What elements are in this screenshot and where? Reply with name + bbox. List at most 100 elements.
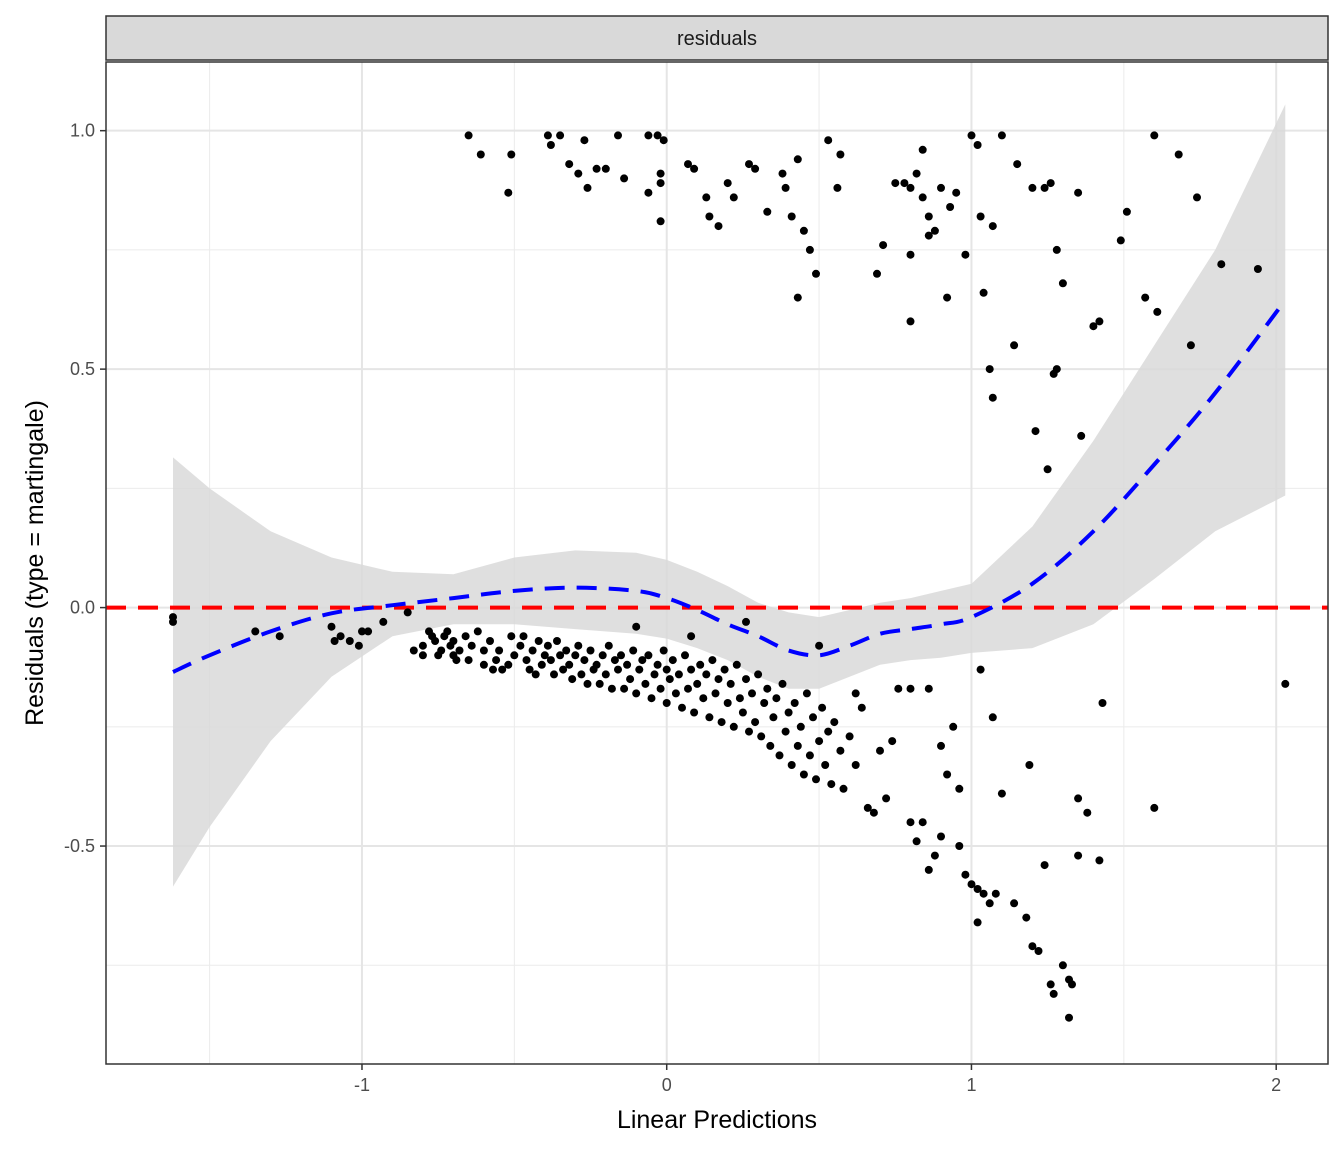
data-point [614, 665, 622, 674]
data-point [540, 651, 549, 660]
data-point [620, 684, 629, 693]
data-point [504, 660, 513, 669]
data-point [906, 684, 915, 693]
data-point [1046, 980, 1055, 989]
data-point [620, 174, 629, 183]
data-point [583, 679, 592, 688]
data-point [735, 694, 744, 703]
data-point [818, 703, 827, 712]
data-point [784, 708, 793, 717]
data-point [918, 818, 927, 827]
data-point [580, 136, 589, 145]
data-point [418, 641, 427, 650]
data-point [912, 169, 921, 178]
data-point [1281, 679, 1290, 688]
data-point [1186, 341, 1195, 350]
data-point [684, 684, 692, 693]
data-point [1040, 861, 1049, 870]
data-point [492, 656, 501, 665]
data-point [476, 150, 485, 159]
data-point [623, 660, 632, 669]
residual-points [169, 131, 1290, 1022]
data-point [550, 670, 558, 679]
data-point [486, 637, 494, 645]
data-point [473, 627, 482, 636]
data-point [1049, 989, 1058, 998]
data-point [1083, 808, 1092, 817]
data-point [556, 651, 565, 660]
data-point [973, 918, 982, 927]
data-point [364, 627, 373, 636]
data-point [1122, 207, 1131, 216]
data-point [991, 889, 1000, 898]
data-point [507, 150, 516, 159]
data-point [464, 131, 473, 140]
data-point [723, 179, 732, 188]
data-point [732, 660, 741, 669]
data-point [766, 741, 775, 750]
data-point [726, 679, 735, 688]
data-point [809, 713, 817, 722]
data-point [467, 641, 476, 650]
data-point [690, 164, 699, 173]
data-point [607, 684, 616, 693]
data-point [638, 656, 647, 665]
data-point [275, 632, 284, 641]
data-point [443, 627, 452, 636]
data-point [668, 656, 677, 665]
data-point [358, 627, 366, 636]
data-point [644, 188, 653, 197]
data-point [626, 675, 635, 684]
data-point [967, 880, 976, 889]
data-point [757, 732, 766, 741]
data-point [586, 646, 595, 655]
data-point [693, 679, 702, 688]
data-point [1074, 188, 1083, 197]
data-point [729, 722, 738, 731]
data-point [1052, 245, 1061, 254]
data-point [812, 775, 820, 784]
confidence-ribbon [173, 104, 1286, 887]
data-point [681, 651, 689, 660]
data-point [937, 183, 945, 192]
data-point [507, 632, 516, 641]
data-point [979, 889, 988, 898]
data-point [869, 808, 878, 817]
data-point [946, 203, 955, 211]
data-point [1025, 761, 1034, 769]
data-point [1058, 279, 1067, 288]
data-point [955, 842, 964, 850]
data-point [973, 885, 982, 893]
data-point [894, 684, 903, 693]
x-tick-label: 0 [662, 1075, 672, 1095]
data-point [699, 694, 708, 703]
data-point [1010, 899, 1019, 908]
data-point [836, 746, 845, 755]
data-point [635, 665, 644, 674]
data-point [888, 737, 897, 746]
data-point [745, 160, 753, 169]
data-point [495, 646, 504, 655]
data-point [479, 646, 488, 655]
data-point [943, 770, 952, 779]
data-point [1022, 913, 1031, 922]
data-point [851, 761, 860, 769]
data-point [650, 670, 659, 679]
data-point [656, 169, 665, 178]
data-point [988, 393, 997, 402]
data-point [876, 746, 884, 755]
data-point [568, 675, 577, 684]
data-point [751, 718, 760, 727]
data-point [781, 727, 790, 736]
data-point [802, 689, 811, 698]
data-point [851, 689, 860, 698]
data-point [952, 188, 961, 197]
data-point [696, 660, 705, 669]
data-point [169, 613, 177, 622]
data-point [918, 145, 927, 154]
data-point [562, 646, 571, 655]
data-point [705, 212, 714, 221]
data-point [632, 689, 641, 698]
data-point [525, 665, 534, 674]
